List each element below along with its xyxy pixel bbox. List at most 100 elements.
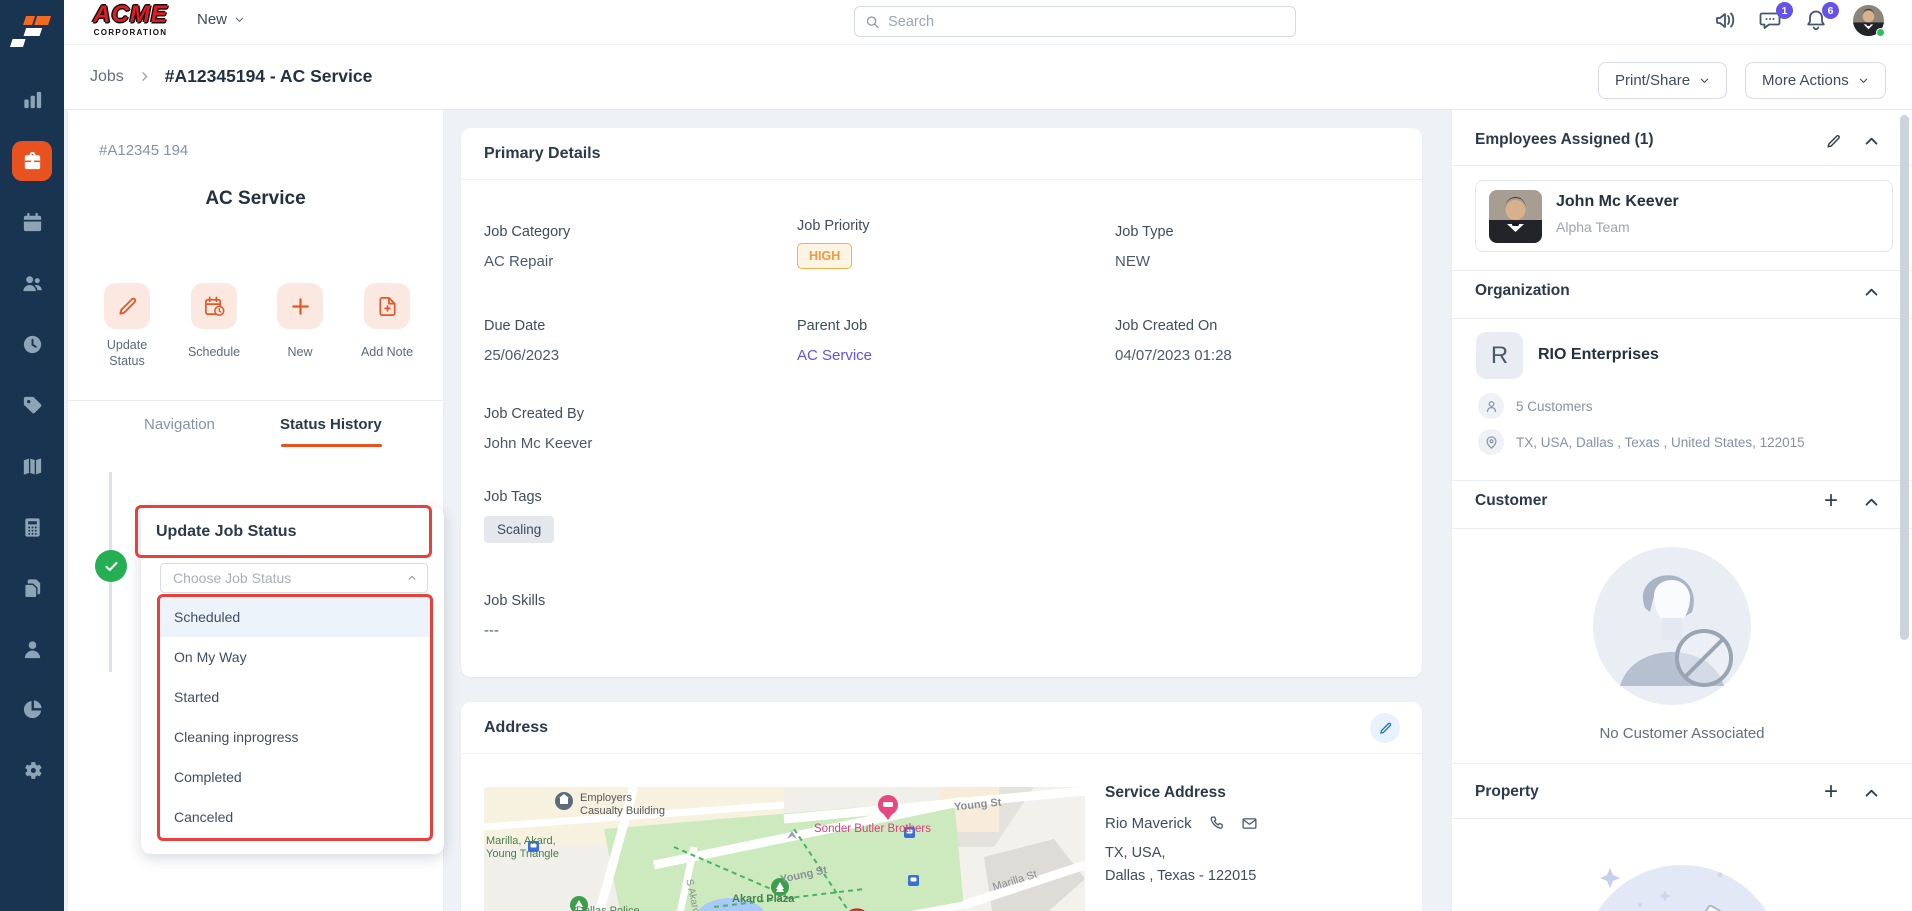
timeline-check-icon <box>95 550 127 582</box>
option-started[interactable]: Started <box>160 677 430 717</box>
sidebar-item-invoices[interactable] <box>12 507 52 547</box>
divider <box>1452 818 1912 819</box>
more-actions-button[interactable]: More Actions <box>1745 62 1886 99</box>
job-status-select[interactable]: Choose Job Status <box>160 563 428 593</box>
add-property-button[interactable]: + <box>1823 778 1838 805</box>
sidebar-item-settings[interactable] <box>12 750 52 790</box>
add-customer-button[interactable]: + <box>1823 487 1838 514</box>
breadcrumb: Jobs #A12345194 - AC Service <box>90 66 372 87</box>
new-label: New <box>287 345 313 359</box>
more-actions-label: More Actions <box>1762 72 1849 89</box>
employee-card[interactable]: John Mc Keever Alpha Team <box>1475 180 1893 252</box>
update-status-label: Update Status <box>106 338 148 368</box>
announcements-button[interactable] <box>1714 8 1742 36</box>
modal-title: Update Job Status <box>156 523 297 540</box>
organization-avatar: R <box>1476 332 1523 379</box>
pencil-icon <box>118 297 136 315</box>
priority-high-badge: HIGH <box>797 243 853 269</box>
users-icon <box>22 275 42 291</box>
print-share-button[interactable]: Print/Share <box>1598 62 1728 99</box>
select-placeholder: Choose Job Status <box>173 570 292 586</box>
option-cleaning-inprogress[interactable]: Cleaning inprogress <box>160 717 430 757</box>
sidebar-item-reports[interactable] <box>12 689 52 729</box>
primary-details-header: Primary Details <box>461 128 1422 180</box>
update-status-button[interactable] <box>104 283 150 329</box>
service-address-map[interactable]: Employers Casualty Building Marilla, Aka… <box>484 787 1085 911</box>
field-job-priority: Job Priority HIGH <box>797 218 870 269</box>
service-address-heading: Service Address <box>1105 784 1226 801</box>
property-illustration <box>1570 850 1790 911</box>
divider <box>1452 763 1912 764</box>
option-completed[interactable]: Completed <box>160 757 430 797</box>
new-menu-label: New <box>197 11 228 28</box>
sidebar-item-teams[interactable] <box>12 263 52 303</box>
chevron-down-icon <box>1859 78 1867 83</box>
parent-job-link[interactable]: AC Service <box>797 347 873 364</box>
divider <box>1452 165 1912 166</box>
breadcrumb-jobs-link[interactable]: Jobs <box>90 67 124 85</box>
sidebar-item-jobs[interactable] <box>12 141 52 181</box>
sidebar-item-calendar[interactable] <box>12 202 52 242</box>
search-input[interactable] <box>888 13 1285 30</box>
sidebar-item-analytics[interactable] <box>12 80 52 120</box>
divider <box>1452 270 1912 271</box>
chevron-down-icon <box>235 17 244 22</box>
schedule-button[interactable] <box>191 283 237 329</box>
page-title: #A12345194 - AC Service <box>164 66 373 86</box>
add-note-button[interactable] <box>364 283 410 329</box>
content-area: #A12345 194 AC Service Update Status Sch… <box>64 110 1912 911</box>
calendar-icon <box>23 212 41 231</box>
collapse-organization-button[interactable] <box>1860 281 1882 303</box>
employee-team: Alpha Team <box>1556 219 1630 235</box>
notifications-button[interactable]: 6 <box>1804 2 1839 36</box>
right-panel: Employees Assigned (1) John Mc Keever Al… <box>1452 110 1912 911</box>
property-title: Property <box>1475 783 1539 800</box>
tab-status-history[interactable]: Status History <box>280 416 382 433</box>
chevron-up-icon <box>1865 288 1877 296</box>
sidebar-item-tags[interactable] <box>12 385 52 425</box>
chevron-up-icon <box>408 575 416 580</box>
job-status-dropdown: Scheduled On My Way Started Cleaning inp… <box>160 597 430 838</box>
sidebar-item-map[interactable] <box>12 446 52 486</box>
acme-logo-text: ACME <box>93 1 168 28</box>
option-canceled[interactable]: Canceled <box>160 797 430 837</box>
sidebar-item-timesheets[interactable] <box>12 324 52 364</box>
collapse-customer-button[interactable] <box>1860 491 1882 513</box>
sidebar-item-documents[interactable] <box>12 568 52 608</box>
field-job-type: Job Type NEW <box>1115 224 1174 270</box>
global-search <box>854 6 1296 37</box>
tab-navigation[interactable]: Navigation <box>144 416 215 433</box>
main-column: Primary Details Job Category AC Repair J… <box>461 110 1502 911</box>
collapse-property-button[interactable] <box>1860 782 1882 804</box>
pencil-icon <box>1826 134 1840 148</box>
new-menu-button[interactable]: New <box>197 11 245 28</box>
address-header: Address <box>461 702 1422 754</box>
employees-assigned-title: Employees Assigned (1) <box>1475 131 1654 148</box>
option-scheduled[interactable]: Scheduled <box>160 597 430 637</box>
online-status-dot <box>1876 28 1885 37</box>
chevron-right-icon <box>142 72 148 81</box>
chevron-down-icon <box>1700 78 1709 83</box>
messages-button[interactable]: 1 <box>1758 2 1793 36</box>
job-summary-panel: #A12345 194 AC Service Update Status Sch… <box>68 110 444 911</box>
calculator-icon <box>24 517 40 537</box>
service-address-line2: Dallas , Texas - 122015 <box>1105 868 1257 884</box>
email-icon[interactable] <box>1241 815 1258 832</box>
phone-icon[interactable] <box>1208 815 1225 832</box>
address-title: Address <box>484 719 549 736</box>
customers-count: 5 Customers <box>1516 399 1593 414</box>
new-job-button[interactable] <box>277 283 323 329</box>
sidebar-item-users[interactable] <box>12 629 52 669</box>
search-icon <box>866 15 879 28</box>
no-customer-illustration <box>1592 546 1752 706</box>
collapse-employees-button[interactable] <box>1860 130 1882 152</box>
employee-avatar <box>1489 190 1542 243</box>
edit-address-button[interactable] <box>1370 713 1400 743</box>
acme-logo-subtext: CORPORATION <box>93 28 168 37</box>
edit-employees-button[interactable] <box>1822 130 1844 152</box>
highlight-box-title <box>135 505 432 558</box>
pencil-icon <box>1379 722 1391 734</box>
field-parent-job: Parent Job AC Service <box>797 318 873 364</box>
option-on-my-way[interactable]: On My Way <box>160 637 430 677</box>
page-scrollbar[interactable] <box>1900 115 1909 640</box>
